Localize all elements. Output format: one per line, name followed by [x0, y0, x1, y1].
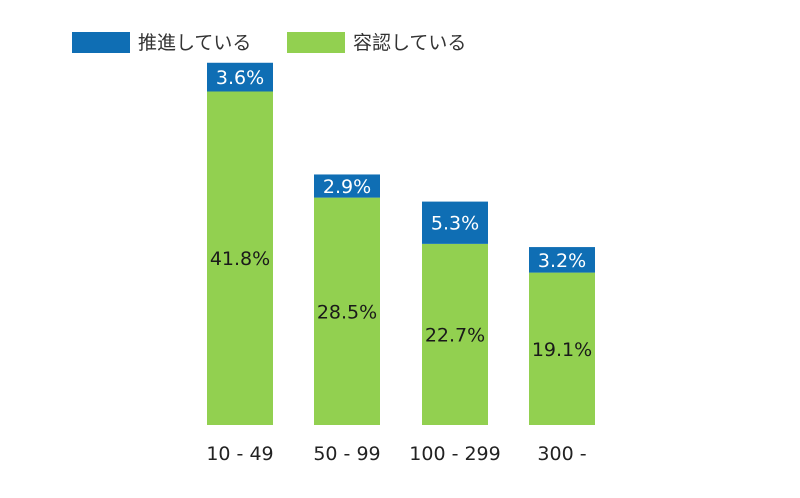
data-label-1-2: 5.3% [431, 213, 479, 235]
bar-1-0 [207, 62, 273, 92]
x-tick-label-3: 300 - [537, 443, 586, 465]
data-label-1-0: 3.6% [216, 67, 264, 89]
legend: 推進している 容認している [72, 32, 466, 54]
bar-1-1 [314, 174, 380, 198]
data-label-0-3: 19.1% [532, 339, 592, 361]
bar-0-2 [422, 243, 488, 425]
data-label-0-1: 28.5% [317, 301, 377, 323]
bar-0-3 [529, 272, 595, 425]
bar-1-3 [529, 247, 595, 273]
bar-0-0 [207, 91, 273, 425]
bars: 41.8% 3.6% 28.5% 2.9% 22.7% 5.3% 19.1% 3.2% [207, 62, 595, 425]
data-label-1-1: 2.9% [323, 176, 371, 198]
x-axis-labels: 10 - 49 50 - 99 100 - 299 300 - [206, 443, 586, 465]
data-label-1-3: 3.2% [538, 250, 586, 272]
data-label-0-0: 41.8% [210, 248, 270, 270]
x-tick-label-0: 10 - 49 [206, 443, 273, 465]
legend-swatch-1 [72, 32, 130, 53]
bar-0-1 [314, 197, 380, 425]
data-label-0-2: 22.7% [425, 324, 485, 346]
legend-label-1: 推進している [138, 32, 251, 54]
x-tick-label-1: 50 - 99 [313, 443, 380, 465]
x-tick-label-2: 100 - 299 [409, 443, 500, 465]
bar-1-2 [422, 201, 488, 244]
legend-label-0: 容認している [353, 32, 466, 54]
legend-swatch-0 [287, 32, 345, 53]
